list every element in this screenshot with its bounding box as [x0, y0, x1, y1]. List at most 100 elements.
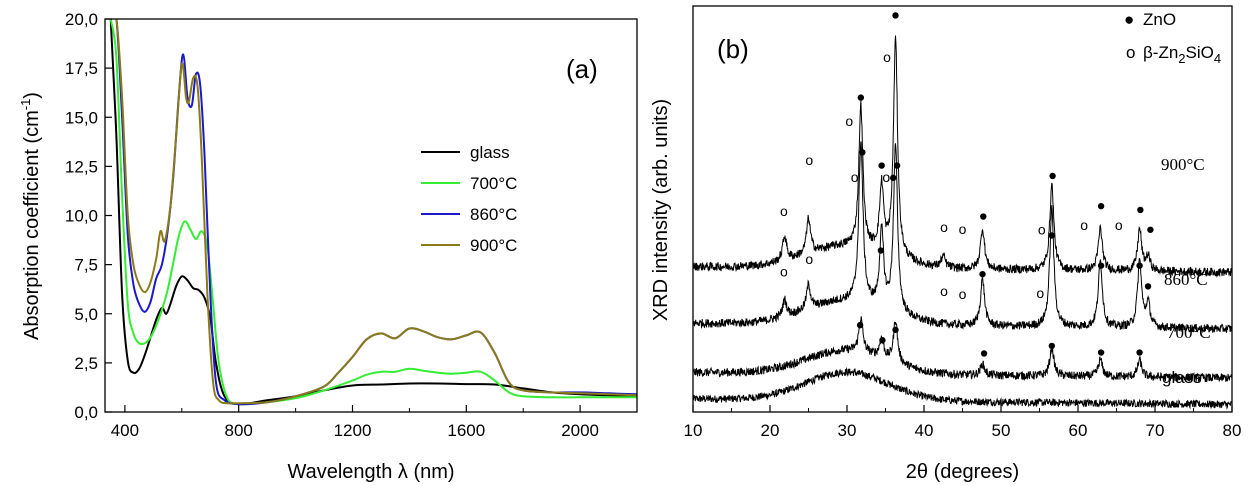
x-tick-label-b: 30 [838, 421, 857, 440]
x-tick-label-b: 70 [1146, 421, 1165, 440]
x-tick-label-b: 40 [915, 421, 934, 440]
legend-zn2sio4-sub2: 4 [1214, 51, 1221, 66]
zno-peak-marker [1136, 262, 1143, 269]
y-tick-label-a: 5,0 [74, 305, 98, 324]
y-tick-label-a: 15,0 [65, 108, 98, 127]
xrd-trace-glass [693, 366, 1232, 410]
zn2sio4-peak-marker: o [845, 113, 853, 129]
x-tick-label-b: 60 [1069, 421, 1088, 440]
x-tick-label-b: 10 [684, 421, 703, 440]
y-tick-label-a: 2,5 [74, 354, 98, 373]
zno-peak-marker [856, 321, 864, 329]
zno-peak-marker [878, 162, 885, 169]
x-tick-label-a: 1600 [447, 421, 485, 440]
y-tick-label-a: 7,5 [74, 256, 98, 275]
series-line-860c [109, 19, 637, 406]
y-axis-title-a: Absorption coefficient (cm-1) [18, 92, 43, 340]
zno-peak-marker [979, 270, 986, 278]
x-tick-label-a: 800 [225, 421, 253, 440]
legend-zn2sio4-label: β-Zn2SiO4 [1143, 43, 1221, 66]
zno-peak-marker [859, 149, 866, 156]
legend-zn2sio4-sub1: 2 [1178, 51, 1185, 66]
series-line-700c [109, 19, 637, 406]
absorption-legend: glass 700°C 860°C 900°C [421, 143, 517, 255]
legend-zn2sio4-mid: SiO [1186, 43, 1214, 62]
zno-peak-marker [892, 12, 899, 19]
xrd-axis-ticks: 10 20 30 40 50 60 70 80 [684, 405, 1242, 440]
zn2sio4-peak-marker: o [1115, 217, 1123, 233]
y-tick-label-a: 20,0 [65, 10, 98, 29]
zno-peak-marker [879, 337, 886, 344]
legend-label: 900°C [470, 236, 517, 255]
series-line-900c [109, 19, 637, 405]
zno-peak-marker [892, 326, 899, 334]
x-tick-label-a: 400 [111, 421, 139, 440]
legend-label: 860°C [470, 205, 517, 224]
legend-zno-symbol: ● [1124, 10, 1134, 29]
zno-peak-marker [890, 174, 897, 182]
zn2sio4-peak-marker: o [940, 219, 948, 235]
zn2sio4-peak-marker: o [805, 251, 813, 267]
xrd-series-label: 700°C [1167, 323, 1211, 342]
zno-peak-marker [980, 213, 987, 220]
zno-peak-marker [1097, 349, 1105, 356]
zno-peak-marker [1048, 232, 1056, 239]
y-tick-label-a: 17,5 [65, 59, 98, 78]
xrd-trace-700c [693, 316, 1232, 383]
zn2sio4-peak-marker: o [780, 263, 788, 279]
xrd-series-label: 860°C [1164, 270, 1208, 289]
legend-label: glass [470, 143, 510, 162]
zno-peak-marker [857, 94, 865, 101]
zno-peak-marker [1097, 202, 1105, 210]
zn2sio4-peak-marker: o [851, 169, 859, 185]
xrd-plot-frame [692, 5, 1233, 413]
y-axis-title-b: XRD intensity (arb. units) [650, 99, 672, 321]
panel-label-a: (a) [566, 54, 598, 84]
zno-peak-marker [1049, 172, 1056, 180]
xrd-trace-860c [693, 141, 1232, 334]
x-tick-label-a: 1200 [334, 421, 372, 440]
series-line-glass [109, 19, 637, 406]
xrd-series-labels: glass 700°C 860°C 900°C [1161, 155, 1211, 387]
legend-zn2sio4-symbol: o [1126, 43, 1135, 62]
absorption-series-group [109, 19, 637, 406]
y-axis-title-a-sup: -1 [18, 99, 33, 111]
y-tick-label-a: 12,5 [65, 157, 98, 176]
zn2sio4-peak-marker: o [805, 152, 813, 168]
zn2sio4-peak-marker: o [1038, 222, 1046, 238]
zn2sio4-peak-marker: o [1036, 285, 1044, 301]
absorption-panel: 400 800 1200 1600 2000 0,0 2,5 5,0 7,5 10,0 12,5 15… [18, 10, 638, 483]
y-tick-label-a: 0,0 [74, 403, 98, 422]
xrd-trace-900c [693, 35, 1232, 278]
xrd-legend: ● ZnO o β-Zn2SiO4 [1124, 10, 1221, 66]
y-axis-title-a-main: Absorption coefficient (cm [21, 110, 43, 340]
panel-label-b: (b) [717, 34, 749, 64]
zn2sio4-peak-marker: o [940, 283, 948, 299]
zno-peak-marker [1097, 262, 1105, 269]
x-axis-title-a: Wavelength λ (nm) [287, 461, 454, 483]
x-tick-label-b: 50 [992, 421, 1011, 440]
xrd-series-group [693, 35, 1232, 410]
x-tick-label-b: 20 [761, 421, 780, 440]
zno-peak-marker [1137, 206, 1144, 214]
zno-peak-marker [893, 162, 901, 169]
zno-peak-marker [1147, 226, 1154, 233]
zn2sio4-peak-marker: o [883, 49, 891, 65]
absorption-axis-ticks: 400 800 1200 1600 2000 0,0 2,5 5,0 7,5 10,0 12,5 15… [65, 10, 638, 440]
zn2sio4-peak-marker: o [1080, 217, 1088, 233]
zn2sio4-peak-marker: o [959, 286, 967, 302]
xrd-series-label: 900°C [1161, 155, 1205, 174]
x-tick-label-a: 2000 [561, 421, 599, 440]
zn2sio4-peak-marker: o [959, 221, 967, 237]
zno-peak-marker [980, 350, 988, 357]
y-tick-label-a: 10,0 [65, 207, 98, 226]
legend-zno-label: ZnO [1143, 10, 1176, 29]
zno-peak-marker [1136, 349, 1143, 356]
zno-peak-marker [1144, 283, 1152, 290]
x-tick-label-b: 80 [1223, 421, 1242, 440]
zno-peak-marker [877, 247, 885, 254]
zn2sio4-peak-marker: o [882, 169, 890, 185]
